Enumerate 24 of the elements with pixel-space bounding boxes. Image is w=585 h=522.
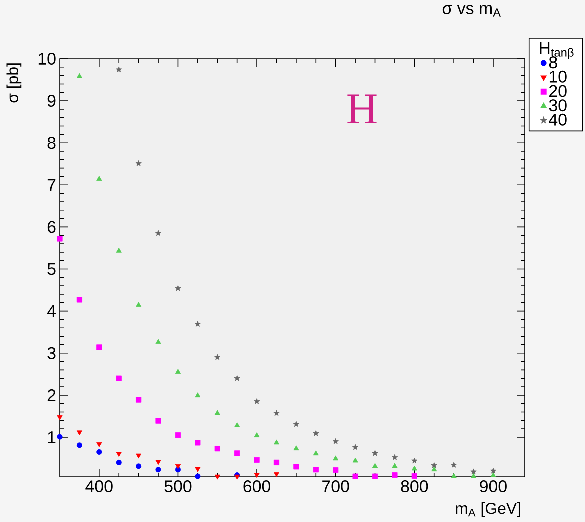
y-tick-label: 8 <box>48 137 56 150</box>
y-tick-label: 10 <box>38 52 56 65</box>
x-tick-label: 800 <box>401 480 428 493</box>
x-axis-title: m$_{A}$ [GeV] <box>456 502 520 518</box>
annotation: H <box>348 94 377 124</box>
x-tick-label: 400 <box>86 480 113 493</box>
x-tick-label: 700 <box>322 480 350 493</box>
x-tick-label: 600 <box>244 480 271 493</box>
legend-label: 40 <box>549 114 567 126</box>
x-tick-label: 500 <box>164 480 192 493</box>
y-axis-title: σ [pb] <box>6 64 22 103</box>
y-tick-label: 3 <box>48 347 56 360</box>
x-tick-label: 900 <box>480 480 507 493</box>
y-tick-label: 2 <box>48 390 56 402</box>
y-tick-label: 5 <box>48 263 56 276</box>
y-tick-label: 9 <box>48 95 56 108</box>
legend-label: 20 <box>550 85 567 98</box>
legend-label: 10 <box>550 70 567 83</box>
legend-label: 30 <box>549 100 567 112</box>
y-tick-label: 4 <box>47 305 56 318</box>
y-tick-label: 1 <box>48 432 56 444</box>
y-tick-label: 6 <box>48 221 56 234</box>
y-tick-label: 7 <box>48 179 56 191</box>
chart-title: σ vs m$_{A}$ <box>442 5 501 17</box>
